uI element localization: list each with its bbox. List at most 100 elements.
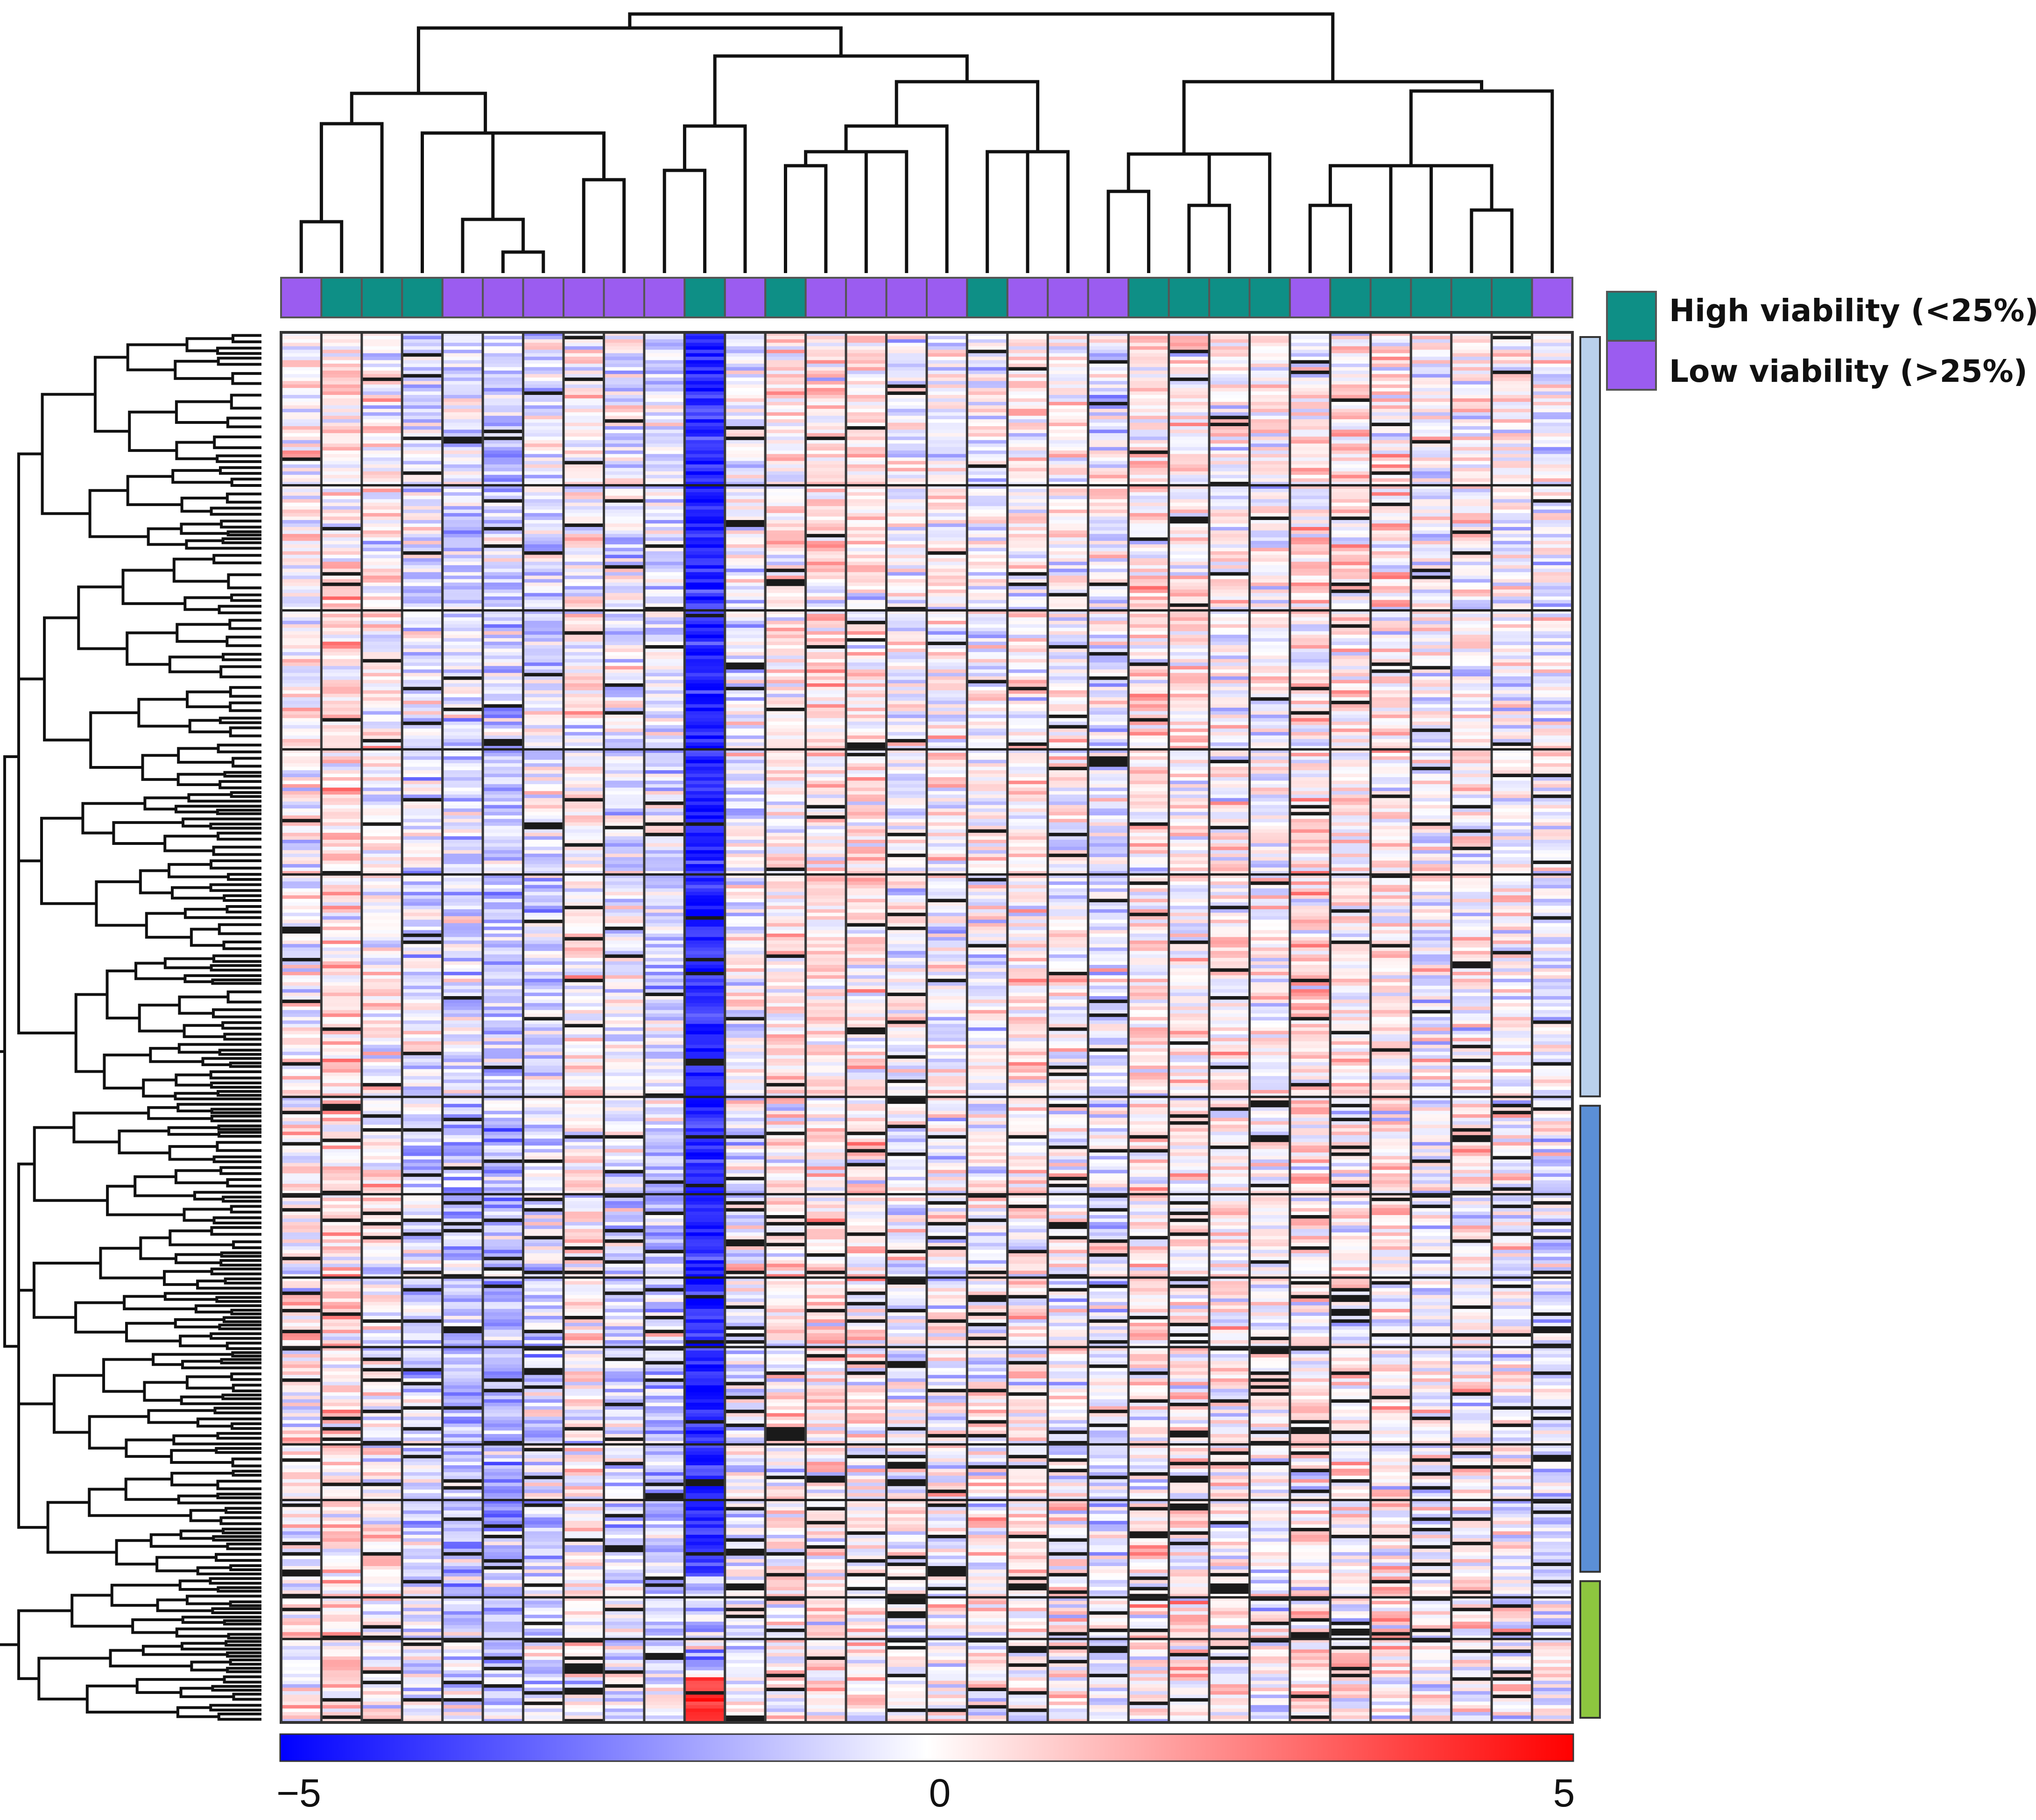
- heatmap-cell: [523, 620, 564, 625]
- heatmap-cell: [604, 388, 645, 392]
- heatmap-cell: [725, 819, 766, 823]
- heatmap-cell: [361, 999, 402, 1004]
- heatmap-cell: [442, 833, 483, 837]
- heatmap-cell: [361, 1281, 402, 1285]
- heatmap-cell: [523, 1583, 564, 1588]
- heatmap-cell: [442, 885, 483, 889]
- heatmap-cell: [644, 742, 685, 746]
- heatmap-cell: [523, 443, 564, 448]
- heatmap-cell: [644, 1121, 685, 1125]
- heatmap-cell: [644, 829, 685, 833]
- heatmap-cell: [604, 1260, 645, 1264]
- heatmap-cell: [321, 1611, 362, 1615]
- heatmap-cell: [321, 576, 362, 580]
- heatmap-cell: [725, 881, 766, 885]
- heatmap-cell: [725, 332, 766, 337]
- heatmap-cell: [725, 833, 766, 837]
- heatmap-cell: [604, 1635, 645, 1639]
- heatmap-cell: [564, 1253, 605, 1257]
- heatmap-cell: [604, 443, 645, 448]
- dendrogram-branch: [210, 859, 261, 870]
- heatmap-cell: [523, 1250, 564, 1254]
- dendrogram-branch: [142, 1078, 176, 1098]
- heatmap-cell: [361, 1427, 402, 1431]
- heatmap-cell: [442, 436, 483, 441]
- heatmap-cell: [684, 1055, 726, 1059]
- heatmap-cell: [523, 1597, 564, 1602]
- heatmap-cell: [321, 1500, 362, 1504]
- heatmap-cell: [644, 572, 685, 576]
- heatmap-cell: [725, 357, 766, 361]
- heatmap-cell: [604, 555, 645, 559]
- heatmap-cell: [483, 1020, 524, 1025]
- heatmap-cell: [564, 1135, 605, 1139]
- heatmap-cell: [604, 1006, 645, 1011]
- heatmap-cell: [281, 1072, 322, 1076]
- heatmap-cell: [361, 1232, 402, 1237]
- heatmap-cell: [523, 791, 564, 795]
- heatmap-cell: [523, 1354, 564, 1358]
- heatmap-cell: [321, 923, 362, 927]
- heatmap-cell: [725, 1138, 766, 1143]
- heatmap-cell: [442, 520, 483, 524]
- heatmap-cell: [361, 1531, 402, 1535]
- heatmap-cell: [725, 916, 766, 920]
- sample-group-cell: [804, 277, 847, 318]
- heatmap-cell: [564, 1086, 605, 1090]
- heatmap-cell: [442, 1361, 483, 1365]
- heatmap-cell: [684, 673, 726, 677]
- heatmap-cell: [402, 1236, 443, 1240]
- heatmap-cell: [483, 381, 524, 385]
- heatmap-cell: [604, 752, 645, 757]
- heatmap-cell: [604, 780, 645, 785]
- heatmap-cell: [442, 1604, 483, 1608]
- heatmap-cell: [644, 1024, 685, 1028]
- heatmap-cell: [321, 523, 362, 527]
- heatmap-cell: [483, 1469, 524, 1473]
- heatmap-cell: [361, 1135, 402, 1139]
- heatmap-cell: [725, 641, 766, 646]
- heatmap-cell: [644, 544, 685, 548]
- heatmap-cell: [281, 572, 322, 576]
- heatmap-cell: [523, 1545, 564, 1549]
- heatmap-cell: [483, 784, 524, 788]
- heatmap-cell: [483, 364, 524, 368]
- heatmap-cell: [321, 610, 362, 614]
- heatmap-cell: [604, 1385, 645, 1389]
- heatmap-cell: [281, 871, 322, 875]
- heatmap-cell: [523, 871, 564, 875]
- heatmap-cell: [564, 801, 605, 806]
- heatmap-cell: [321, 978, 362, 983]
- heatmap-cell: [483, 593, 524, 597]
- heatmap-cell: [684, 1444, 726, 1448]
- heatmap-cell: [725, 770, 766, 774]
- heatmap-cell: [604, 1503, 645, 1508]
- heatmap-cell: [483, 885, 524, 889]
- heatmap-cell: [361, 708, 402, 712]
- heatmap-cell: [564, 756, 605, 760]
- heatmap-cell: [725, 530, 766, 534]
- heatmap-cell: [604, 1628, 645, 1633]
- heatmap-cell: [361, 944, 402, 948]
- heatmap-cell: [725, 1229, 766, 1233]
- heatmap-cell: [684, 1340, 726, 1344]
- heatmap-cell: [684, 370, 726, 374]
- heatmap-cell: [361, 1319, 402, 1323]
- heatmap-cell: [684, 1361, 726, 1365]
- heatmap-cell: [483, 857, 524, 861]
- heatmap-cell: [684, 343, 726, 347]
- heatmap-cell: [564, 1215, 605, 1219]
- heatmap-cell: [442, 377, 483, 381]
- heatmap-cell: [361, 429, 402, 434]
- heatmap-cell: [604, 1138, 645, 1143]
- dendrogram-branch: [224, 1277, 261, 1285]
- heatmap-cell: [321, 860, 362, 864]
- heatmap-cell: [684, 745, 726, 750]
- heatmap-cell: [725, 1156, 766, 1160]
- heatmap-cell: [684, 1646, 726, 1650]
- heatmap-cell: [483, 662, 524, 667]
- sample-group-cell: [320, 277, 363, 318]
- heatmap-cell: [361, 1656, 402, 1660]
- heatmap-cell: [483, 1142, 524, 1146]
